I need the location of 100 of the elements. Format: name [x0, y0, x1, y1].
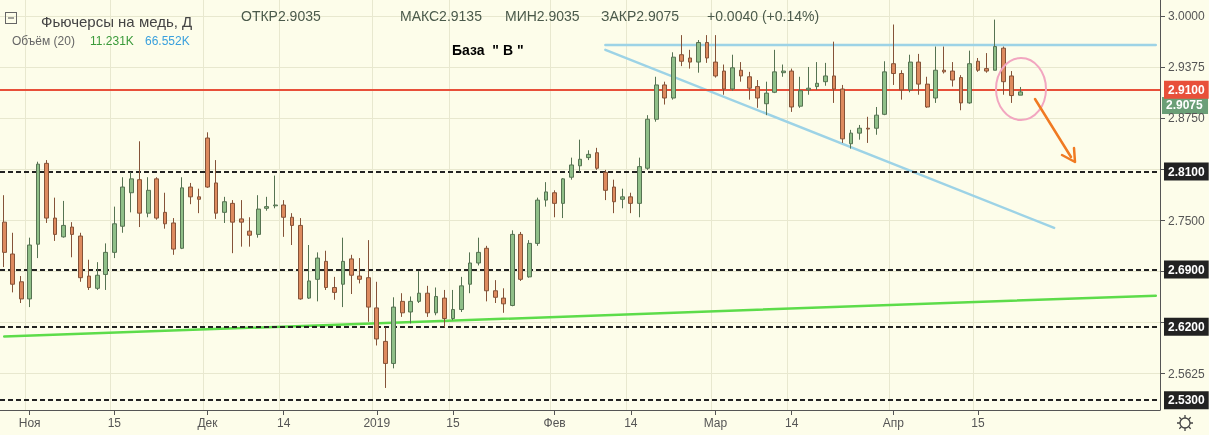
- candlestick: [578, 139, 582, 173]
- candlestick: [87, 259, 91, 291]
- candlestick: [882, 60, 887, 116]
- x-tick-label: Дек: [197, 416, 219, 430]
- candlestick: [535, 197, 540, 247]
- candlestick: [163, 192, 167, 230]
- candlestick: [61, 200, 66, 239]
- candlestick: [840, 84, 845, 144]
- candlestick: [493, 279, 498, 304]
- candlestick: [44, 159, 49, 224]
- candlestick: [739, 61, 743, 83]
- candlestick: [764, 81, 769, 116]
- candlestick: [849, 129, 853, 150]
- candlestick: [391, 296, 396, 369]
- candlestick: [688, 49, 692, 70]
- candlestick: [654, 76, 659, 123]
- candlestick: [679, 34, 684, 67]
- candlestick: [442, 289, 447, 329]
- candlestick: [2, 194, 7, 268]
- candlestick: [273, 175, 278, 209]
- candlestick: [713, 34, 718, 79]
- candlestick: [603, 169, 608, 201]
- candlestick: [332, 276, 337, 301]
- x-tick-label: Ноя: [18, 416, 41, 430]
- x-tick-label: 15: [446, 416, 460, 430]
- y-tick-label: 3.0000: [1168, 9, 1206, 24]
- candlestick: [730, 54, 735, 92]
- candlestick: [595, 147, 599, 171]
- x-tick-label: Апр: [882, 416, 905, 430]
- candlestick: [586, 149, 591, 161]
- candlestick: [205, 131, 210, 189]
- y-tick-label: 2.7500: [1168, 213, 1206, 228]
- candlestick: [696, 39, 701, 74]
- candlestick: [933, 46, 938, 104]
- candlestick: [154, 176, 159, 221]
- y-tick-label: 2.9375: [1168, 60, 1206, 75]
- x-tick-label: 15: [971, 416, 985, 430]
- candlestick: [425, 285, 430, 318]
- candlestick: [298, 217, 303, 301]
- candlestick: [78, 232, 83, 283]
- candlestick: [103, 242, 108, 291]
- candlestick: [214, 159, 218, 220]
- candlestick: [137, 140, 142, 228]
- candlestick: [925, 76, 930, 109]
- candlestick: [772, 49, 777, 94]
- candlestick: [544, 181, 548, 208]
- candlestick: [569, 157, 574, 181]
- candlestick: [484, 245, 489, 302]
- candlestick: [197, 188, 201, 214]
- candlestick: [866, 116, 870, 144]
- x-tick-label: 15: [107, 416, 122, 430]
- candlestick: [146, 176, 151, 218]
- candlestick: [874, 106, 879, 136]
- ref-line-label: 2.6900: [1168, 262, 1206, 277]
- text: Фьючерсы на медь, Д: [41, 13, 193, 30]
- candlestick: [612, 179, 616, 214]
- candlestick: [459, 276, 464, 313]
- candlestick: [1001, 46, 1006, 96]
- candlestick: [561, 177, 565, 219]
- candlestick: [993, 19, 997, 71]
- annotation: База " В ": [452, 42, 524, 58]
- candlestick: [451, 289, 455, 321]
- annotation: +0.0040 (+0.14%): [707, 8, 820, 24]
- candlestick: [417, 270, 421, 304]
- candlestick: [899, 69, 904, 101]
- candlestick: [832, 41, 836, 104]
- candlestick: [374, 281, 379, 346]
- candlestick: [315, 251, 320, 302]
- candlestick: [264, 196, 269, 212]
- annotation: Объём (20): [12, 34, 75, 48]
- annotation: ОТКР2.9035: [241, 8, 321, 24]
- candlestick: [129, 171, 134, 213]
- x-tick-label: 14: [785, 416, 799, 430]
- candlestick: [383, 327, 388, 389]
- candlestick: [815, 61, 819, 91]
- candlestick: [620, 188, 625, 209]
- y-tick-label: 2.5625: [1168, 366, 1206, 381]
- candlestick: [976, 57, 980, 73]
- candlestick: [891, 24, 896, 86]
- candlestick: [180, 176, 184, 250]
- annotation: 66.552K: [145, 34, 190, 48]
- candlestick: [434, 286, 438, 316]
- ref-line-label: 2.6200: [1168, 319, 1206, 334]
- candlestick: [357, 257, 362, 284]
- annotation: МАКС2.9135: [400, 8, 483, 24]
- candlestick: [527, 239, 532, 279]
- candlestick: [984, 52, 989, 74]
- ref-line-label: 2.5300: [1168, 393, 1206, 408]
- candlestick: [857, 124, 862, 141]
- candlestick: [705, 34, 709, 64]
- candlestick: [468, 251, 472, 294]
- candlestick: [281, 199, 286, 238]
- candlestick: [290, 212, 294, 246]
- candlestick: [341, 237, 345, 308]
- candlestick: [967, 50, 972, 105]
- candlestick: [671, 51, 676, 101]
- candlestick: [19, 275, 24, 304]
- candlestick: [789, 68, 794, 113]
- x-tick-label: Мар: [703, 416, 728, 430]
- candlestick: [239, 199, 244, 248]
